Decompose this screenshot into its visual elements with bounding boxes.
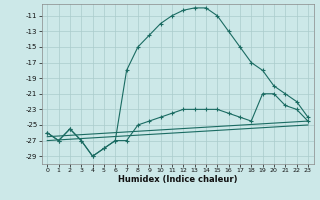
X-axis label: Humidex (Indice chaleur): Humidex (Indice chaleur) [118, 175, 237, 184]
